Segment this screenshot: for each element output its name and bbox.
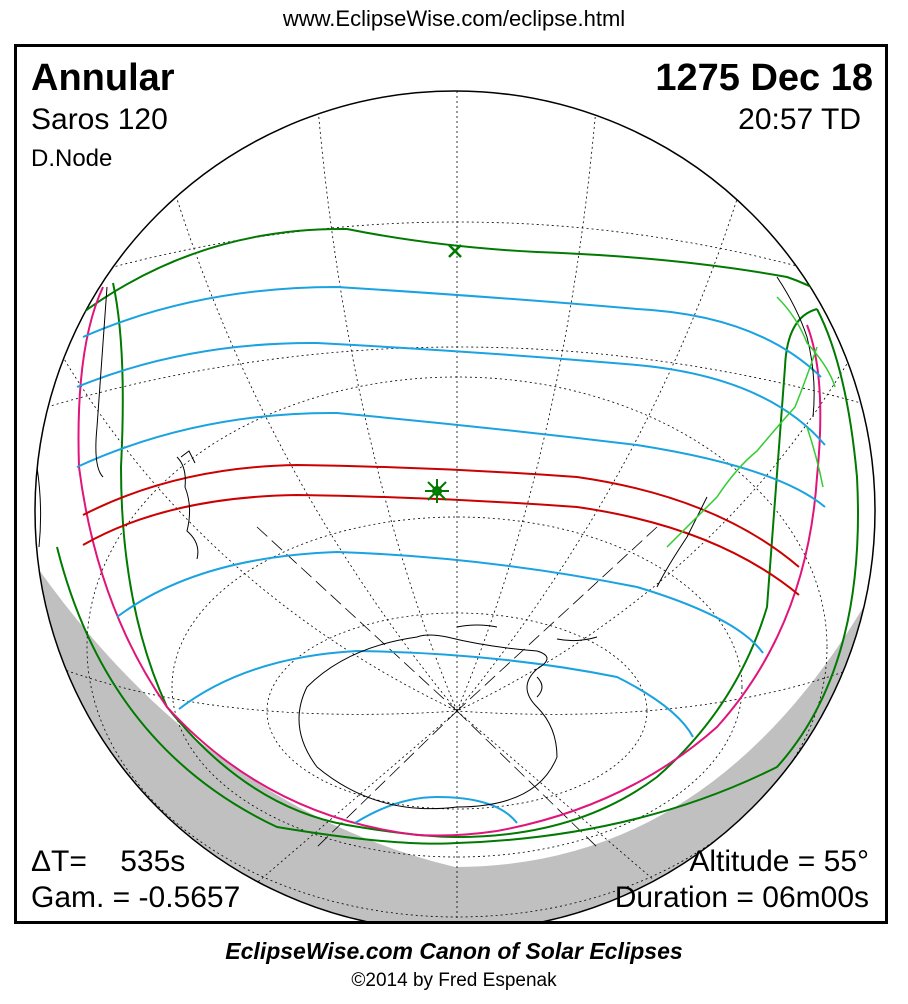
penumbra-west-limit bbox=[112, 282, 458, 838]
node-label: D.Node bbox=[31, 145, 113, 172]
central-path-south-limit bbox=[82, 493, 800, 596]
central-path-north-limit bbox=[82, 463, 800, 568]
eclipse-type: Annular bbox=[31, 57, 175, 99]
penumbra-east-limit bbox=[456, 308, 818, 838]
source-url: www.EclipseWise.com/eclipse.html bbox=[282, 6, 626, 31]
greatest-eclipse-marker bbox=[425, 479, 449, 503]
eclipse-date: 1275 Dec 18 bbox=[655, 57, 873, 99]
gamma-value: Gam. = -0.5657 bbox=[31, 881, 241, 914]
duration-value: Duration = 06m00s bbox=[614, 881, 869, 914]
canon-title: EclipseWise.com Canon of Solar Eclipses bbox=[225, 938, 683, 964]
rise-set-curve-east bbox=[496, 324, 822, 832]
delta-t: ΔT= 535s bbox=[31, 845, 186, 878]
coastlines bbox=[36, 276, 815, 810]
eclipse-time: 20:57 TD bbox=[738, 103, 861, 136]
copyright: ©2014 by Fred Espenak bbox=[351, 970, 557, 991]
penumbra-outer-edge bbox=[56, 308, 859, 845]
altitude-value: Altitude = 55° bbox=[689, 845, 869, 878]
globe-map bbox=[34, 90, 876, 921]
eclipse-map-panel: Annular Saros 120 D.Node 1275 Dec 18 20:… bbox=[14, 44, 888, 924]
globe-outline bbox=[34, 90, 876, 921]
sub-solar-marker bbox=[448, 244, 462, 258]
saros-number: Saros 120 bbox=[31, 103, 168, 136]
penumbra-north-limit bbox=[76, 227, 875, 348]
rise-set-curve-west bbox=[77, 286, 498, 837]
partial-eclipse-contours bbox=[76, 285, 826, 824]
graticule bbox=[46, 91, 875, 921]
night-side-shading bbox=[37, 567, 875, 921]
